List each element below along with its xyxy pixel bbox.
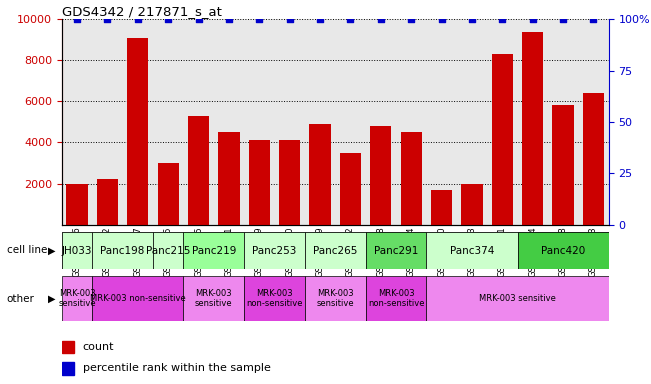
Text: MRK-003 sensitive: MRK-003 sensitive	[479, 294, 556, 303]
Bar	[66, 184, 88, 225]
Point	[284, 16, 295, 22]
Bar	[249, 141, 270, 225]
Text: MRK-003
sensitive: MRK-003 sensitive	[58, 289, 96, 308]
Text: ▶: ▶	[48, 245, 55, 255]
Point	[193, 16, 204, 22]
Bar	[518, 232, 609, 269]
Point	[406, 16, 417, 22]
Bar	[97, 179, 118, 225]
Text: MRK-003
sensitive: MRK-003 sensitive	[316, 289, 354, 308]
Point	[315, 16, 326, 22]
Text: GDS4342 / 217871_s_at: GDS4342 / 217871_s_at	[62, 5, 222, 18]
Bar	[184, 276, 244, 321]
Text: ▶: ▶	[48, 294, 55, 304]
Bar	[244, 276, 305, 321]
Text: Panc374: Panc374	[450, 245, 494, 256]
Point	[254, 16, 264, 22]
Text: MRK-003
non-sensitive: MRK-003 non-sensitive	[246, 289, 303, 308]
Point	[497, 16, 508, 22]
Bar	[462, 184, 482, 225]
Text: MRK-003 non-sensitive: MRK-003 non-sensitive	[90, 294, 186, 303]
Bar	[305, 232, 366, 269]
Text: other: other	[7, 294, 35, 304]
Point	[558, 16, 568, 22]
Bar	[184, 232, 244, 269]
Bar	[244, 232, 305, 269]
Bar	[62, 341, 74, 353]
Point	[376, 16, 386, 22]
Point	[224, 16, 234, 22]
Bar	[127, 38, 148, 225]
Text: Panc219: Panc219	[191, 245, 236, 256]
Text: percentile rank within the sample: percentile rank within the sample	[83, 363, 271, 373]
Point	[163, 16, 173, 22]
Text: MRK-003
sensitive: MRK-003 sensitive	[195, 289, 232, 308]
Bar	[309, 124, 331, 225]
Point	[467, 16, 477, 22]
Text: Panc291: Panc291	[374, 245, 418, 256]
Bar	[426, 232, 518, 269]
Point	[527, 16, 538, 22]
Point	[589, 16, 599, 22]
Bar	[366, 232, 426, 269]
Point	[102, 16, 113, 22]
Text: Panc265: Panc265	[313, 245, 357, 256]
Bar	[583, 93, 604, 225]
Bar	[340, 153, 361, 225]
Bar	[188, 116, 209, 225]
Point	[345, 16, 355, 22]
Bar	[370, 126, 391, 225]
Text: Panc198: Panc198	[100, 245, 145, 256]
Text: cell line: cell line	[7, 245, 47, 255]
Text: Panc253: Panc253	[253, 245, 297, 256]
Bar	[62, 232, 92, 269]
Bar	[553, 106, 574, 225]
Bar	[153, 232, 184, 269]
Bar	[492, 54, 513, 225]
Bar	[431, 190, 452, 225]
Point	[436, 16, 447, 22]
Bar	[366, 276, 426, 321]
Point	[72, 16, 82, 22]
Text: Panc420: Panc420	[541, 245, 585, 256]
Bar	[522, 31, 544, 225]
Bar	[62, 362, 74, 375]
Text: Panc215: Panc215	[146, 245, 190, 256]
Bar	[62, 276, 92, 321]
Text: count: count	[83, 342, 114, 352]
Bar	[305, 276, 366, 321]
Bar	[158, 163, 179, 225]
Bar	[218, 132, 240, 225]
Text: MRK-003
non-sensitive: MRK-003 non-sensitive	[368, 289, 424, 308]
Bar	[92, 276, 184, 321]
Text: JH033: JH033	[62, 245, 92, 256]
Bar	[426, 276, 609, 321]
Bar	[92, 232, 153, 269]
Bar	[279, 141, 300, 225]
Point	[133, 16, 143, 22]
Bar	[400, 132, 422, 225]
